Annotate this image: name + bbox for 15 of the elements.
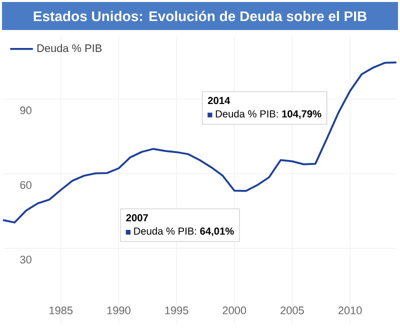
x-tick-label: 1995 bbox=[165, 306, 188, 314]
annotation: Deuda % PIB: 104,79% bbox=[216, 110, 322, 119]
x-tick-label: 2000 bbox=[222, 306, 246, 314]
y-tick-label: 60 bbox=[20, 181, 32, 189]
y-tick-label: 30 bbox=[20, 256, 32, 264]
y-tick-label: 90 bbox=[20, 106, 32, 114]
legend-label: Deuda % PIB bbox=[37, 44, 102, 52]
annotation: 2014 bbox=[208, 96, 230, 104]
x-tick-label: 1985 bbox=[50, 306, 73, 314]
x-tick-label: 2005 bbox=[280, 306, 304, 314]
x-tick-label: 1990 bbox=[107, 306, 130, 314]
chart-title: Estados Unidos: Evolución de Deuda sobre el PIB bbox=[34, 10, 366, 22]
x-tick-label: 2010 bbox=[338, 306, 362, 314]
annotation: 2007 bbox=[126, 214, 148, 222]
annotation: Deuda % PIB: 64,01% bbox=[134, 227, 234, 236]
